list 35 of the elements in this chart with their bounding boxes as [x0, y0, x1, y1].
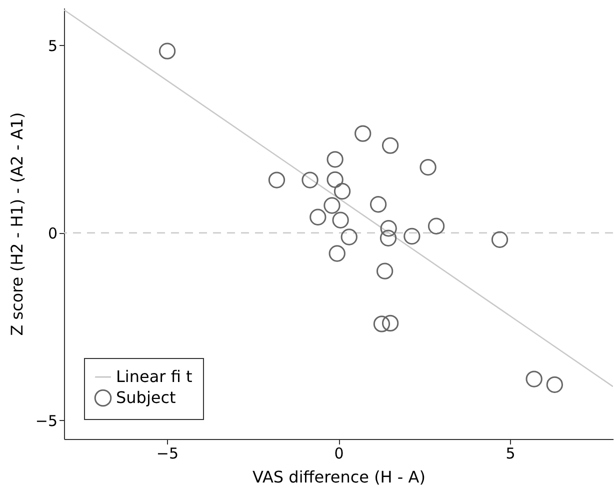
- point: [354, 125, 372, 142]
- y-tick-label: 5: [48, 36, 58, 55]
- point: [326, 171, 344, 188]
- point: [380, 220, 397, 237]
- point: [376, 262, 394, 280]
- point: [404, 228, 420, 245]
- point: [373, 316, 390, 332]
- point: [302, 172, 318, 188]
- legend-label: Linear fi t: [116, 367, 192, 386]
- y-tick-label: 0: [48, 224, 58, 242]
- point: [526, 370, 542, 388]
- point: [332, 212, 349, 228]
- x-tick-label: −5: [156, 444, 178, 462]
- x-tick-label: 5: [506, 444, 516, 462]
- point: [334, 182, 351, 200]
- point: [546, 376, 563, 393]
- point: [158, 42, 176, 60]
- point: [340, 228, 358, 246]
- x-axis-title: VAS difference (H - A): [252, 468, 426, 486]
- point: [310, 208, 326, 226]
- point: [420, 158, 436, 176]
- point: [428, 218, 445, 234]
- point: [326, 151, 344, 168]
- point: [382, 137, 399, 154]
- y-tick-label: −5: [35, 412, 58, 430]
- legend-label: Subject: [116, 388, 176, 407]
- point: [382, 314, 399, 332]
- point: [324, 197, 340, 214]
- point: [328, 245, 346, 262]
- point: [268, 172, 286, 188]
- x-tick-label: 0: [334, 444, 344, 462]
- point: [491, 231, 508, 248]
- y-axis-title: Z score (H2 - H1) - (A2 - A1): [7, 112, 26, 336]
- point: [380, 230, 397, 246]
- point: [370, 196, 387, 213]
